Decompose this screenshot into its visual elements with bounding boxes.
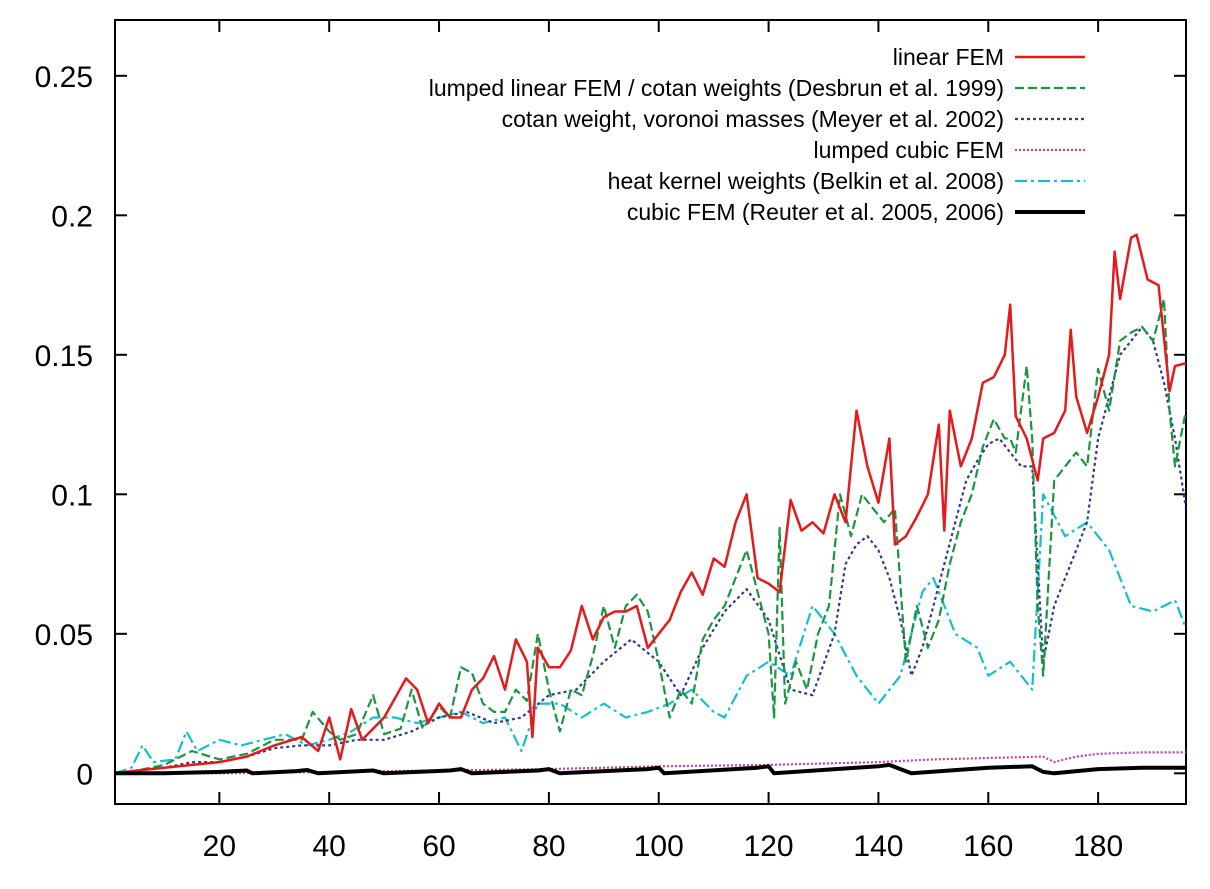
legend-label-2: lumped linear FEM / cotan weights (Desbr… <box>429 75 1004 101</box>
series-line-5 <box>115 493 1186 775</box>
series-layer <box>115 233 1186 776</box>
x-axis: 20 40 60 80 100 120 140 160 180 <box>203 20 1123 863</box>
y-axis: 0 0.05 0.1 0.15 0.2 0.25 <box>35 61 1186 791</box>
series-line-3 <box>115 325 1186 775</box>
series-line-1 <box>115 233 1186 775</box>
legend-label-1: linear FEM <box>893 44 1004 70</box>
legend: linear FEM lumped linear FEM / cotan wei… <box>429 44 1085 225</box>
y-tick-label: 0.05 <box>35 619 93 652</box>
x-tick-label: 100 <box>634 830 684 863</box>
legend-label-6: cubic FEM (Reuter et al. 2005, 2006) <box>627 199 1004 225</box>
series-line-2 <box>115 297 1186 775</box>
series-line-4 <box>115 751 1186 775</box>
legend-label-4: lumped cubic FEM <box>814 137 1004 163</box>
y-tick-label: 0.15 <box>35 340 93 373</box>
y-tick-label: 0.2 <box>51 200 93 233</box>
x-tick-label: 80 <box>532 830 565 863</box>
x-tick-label: 120 <box>744 830 794 863</box>
legend-label-3: cotan weight, voronoi masses (Meyer et a… <box>502 106 1004 132</box>
legend-label-5: heat kernel weights (Belkin et al. 2008) <box>608 168 1004 194</box>
x-tick-label: 60 <box>422 830 455 863</box>
y-tick-label: 0.1 <box>51 479 93 512</box>
y-tick-label: 0.25 <box>35 61 93 94</box>
x-tick-label: 20 <box>203 830 236 863</box>
x-tick-label: 160 <box>963 830 1013 863</box>
x-tick-label: 40 <box>313 830 346 863</box>
x-tick-label: 180 <box>1073 830 1123 863</box>
y-tick-label: 0 <box>76 758 93 791</box>
series-line-6 <box>115 762 1186 776</box>
plot-frame <box>114 19 1187 805</box>
x-tick-label: 140 <box>853 830 903 863</box>
